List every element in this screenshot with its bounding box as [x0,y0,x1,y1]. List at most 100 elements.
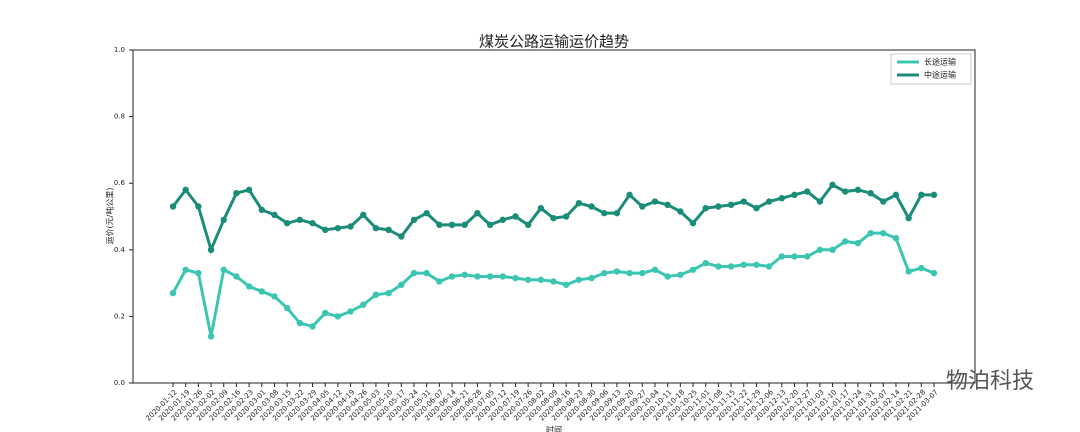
data-point [651,266,659,273]
y-tick-label: 0.2 [114,312,125,320]
data-point [423,209,430,217]
y-tick-label: 1.0 [114,46,125,54]
data-point [854,239,862,247]
data-point [436,278,443,285]
data-point [639,203,646,210]
data-point [588,274,595,282]
data-point [689,266,697,273]
data-point [423,269,430,277]
data-point [448,221,456,229]
data-point [537,276,545,283]
data-point [296,319,304,327]
data-point [905,268,912,275]
data-point [169,289,177,297]
data-point [245,283,253,290]
data-point [334,224,342,232]
data-point [765,198,773,205]
data-point [271,211,278,219]
y-tick-label: 0.6 [114,179,126,187]
data-point [486,221,494,229]
data-point [512,274,519,282]
data-point [385,289,392,297]
data-point [791,253,798,260]
data-point [803,188,811,195]
data-point [550,278,557,285]
data-point [283,219,291,227]
x-axis-label: 时间 [546,425,562,432]
data-point [461,221,468,229]
data-point [740,261,747,268]
data-point [461,271,468,278]
data-point [727,263,735,270]
data-point [385,226,392,234]
data-point [474,209,481,217]
data-point [892,191,900,199]
data-point [499,273,506,280]
data-point [905,214,912,222]
data-point [233,273,240,280]
data-point [702,259,709,267]
y-axis-label: 运价(元/吨公里) [105,188,115,245]
data-point [283,304,291,312]
data-point [512,213,519,220]
data-point [715,263,722,270]
data-point [372,224,380,232]
data-point [639,269,646,277]
legend-box [890,53,972,85]
data-point [753,261,760,268]
data-point [322,226,329,234]
data-point [347,223,354,230]
data-point [715,203,722,210]
data-point [258,206,265,214]
data-point [309,323,316,330]
data-point [474,273,481,280]
data-point [182,186,189,194]
data-point [448,273,456,280]
data-point [588,203,595,210]
data-point [918,264,925,272]
data-point [613,268,621,275]
data-point [778,194,785,202]
data-point [410,269,418,277]
data-point [169,203,177,210]
data-point [689,219,697,227]
data-point [296,216,304,224]
data-point [854,186,862,194]
data-point [626,191,633,199]
data-point [677,271,684,278]
data-point [918,191,925,199]
data-point [601,209,608,217]
legend-label: 长途运输 [924,57,956,67]
data-point [816,198,824,205]
data-point [347,308,354,315]
data-point [220,216,227,224]
data-point [309,219,316,227]
y-tick-label: 0.4 [114,246,126,254]
data-point [740,198,747,205]
data-point [334,313,342,320]
data-point [880,198,887,205]
y-tick-label: 0.0 [114,379,125,387]
data-point [867,229,874,237]
data-point [727,201,735,209]
data-point [626,269,633,277]
data-point [322,309,329,317]
data-point [575,276,583,283]
data-point [867,189,874,197]
data-point [880,229,887,237]
chart-title: 煤炭公路运输运价趋势 [479,33,629,51]
data-point [182,266,189,273]
data-point [360,211,367,219]
data-point [207,333,215,340]
data-point [436,221,443,229]
data-point [651,198,659,205]
data-point [702,204,709,212]
data-point [245,186,253,194]
data-point [360,301,367,308]
data-point [842,188,849,195]
data-point [829,246,836,253]
data-point [816,246,824,253]
data-point [195,269,202,277]
data-point [372,291,380,298]
data-point [842,238,849,245]
